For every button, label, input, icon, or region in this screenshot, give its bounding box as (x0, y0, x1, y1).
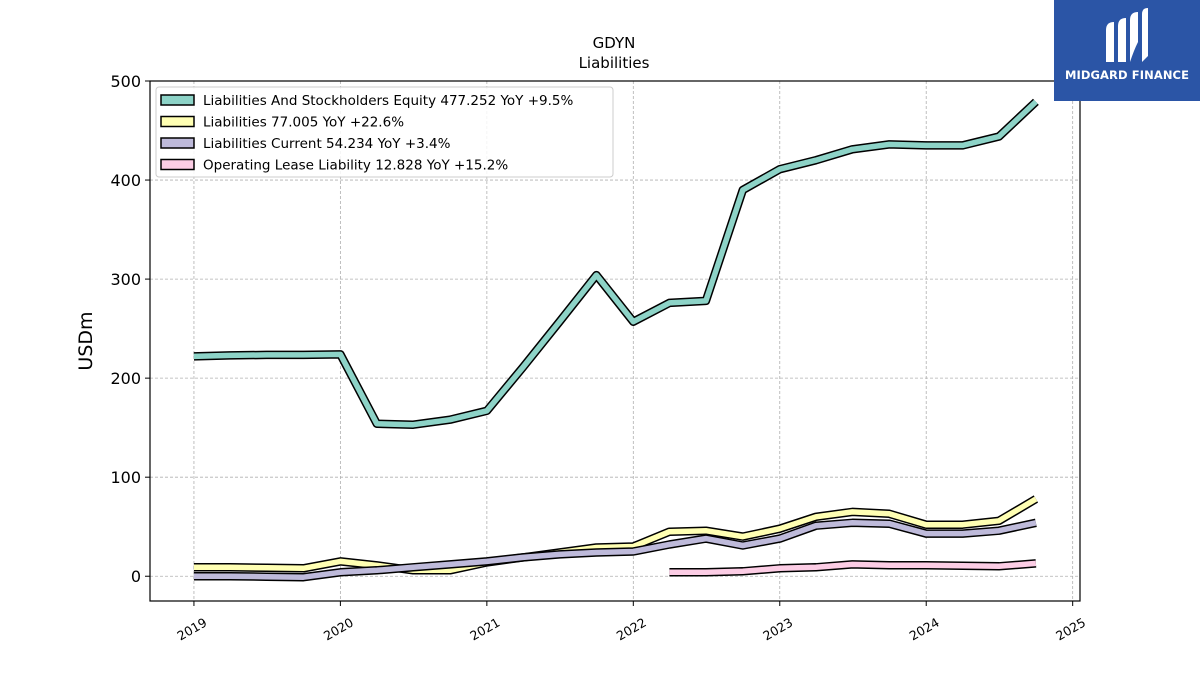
legend-label: Liabilities Current 54.234 YoY +3.4% (203, 136, 451, 152)
logo-text: MIDGARD FINANCE (1064, 68, 1190, 82)
x-tick-label: 2020 (321, 615, 356, 644)
series-line-group (193, 495, 1039, 575)
legend-label: Liabilities 77.005 YoY +22.6% (203, 115, 404, 131)
series-layer (193, 98, 1039, 582)
series-line (193, 496, 1038, 574)
y-tick-label: 200 (110, 369, 141, 388)
logo-mark-icon (1106, 8, 1148, 62)
series-line-outline (193, 495, 1039, 575)
x-tick-label: 2021 (467, 615, 502, 644)
legend-swatch (160, 137, 195, 149)
series-line (193, 520, 1037, 580)
legend: Liabilities And Stockholders Equity 477.… (155, 86, 614, 178)
series-line (193, 99, 1038, 428)
chart-title: GDYN (593, 34, 636, 52)
legend-label: Operating Lease Liability 12.828 YoY +15… (203, 158, 508, 174)
series-line-group (193, 518, 1037, 582)
series-line (669, 560, 1037, 576)
chart-subtitle: Liabilities (579, 54, 650, 72)
series-line-group (193, 98, 1039, 429)
y-axis-label: USDm (75, 311, 97, 370)
y-tick-label: 0 (131, 567, 141, 586)
legend-swatch (160, 158, 195, 171)
y-tick-label: 400 (110, 171, 141, 190)
legend-swatch (160, 94, 195, 106)
series-line-group (669, 559, 1037, 577)
legend-box (155, 86, 614, 178)
brand-logo: MIDGARD FINANCE (1054, 0, 1200, 101)
legend-swatch (160, 115, 195, 128)
legend-label: Liabilities And Stockholders Equity 477.… (203, 93, 573, 109)
y-tick-label: 100 (110, 468, 141, 487)
x-tick-label: 2024 (907, 615, 942, 644)
x-tick-label: 2025 (1053, 615, 1088, 644)
plot-frame (149, 80, 1081, 602)
y-tick-label: 500 (110, 72, 141, 91)
x-tick-label: 2023 (760, 615, 795, 644)
x-tick-label: 2022 (614, 615, 649, 644)
y-tick-label: 300 (110, 270, 141, 289)
x-tick-label: 2019 (174, 615, 209, 644)
